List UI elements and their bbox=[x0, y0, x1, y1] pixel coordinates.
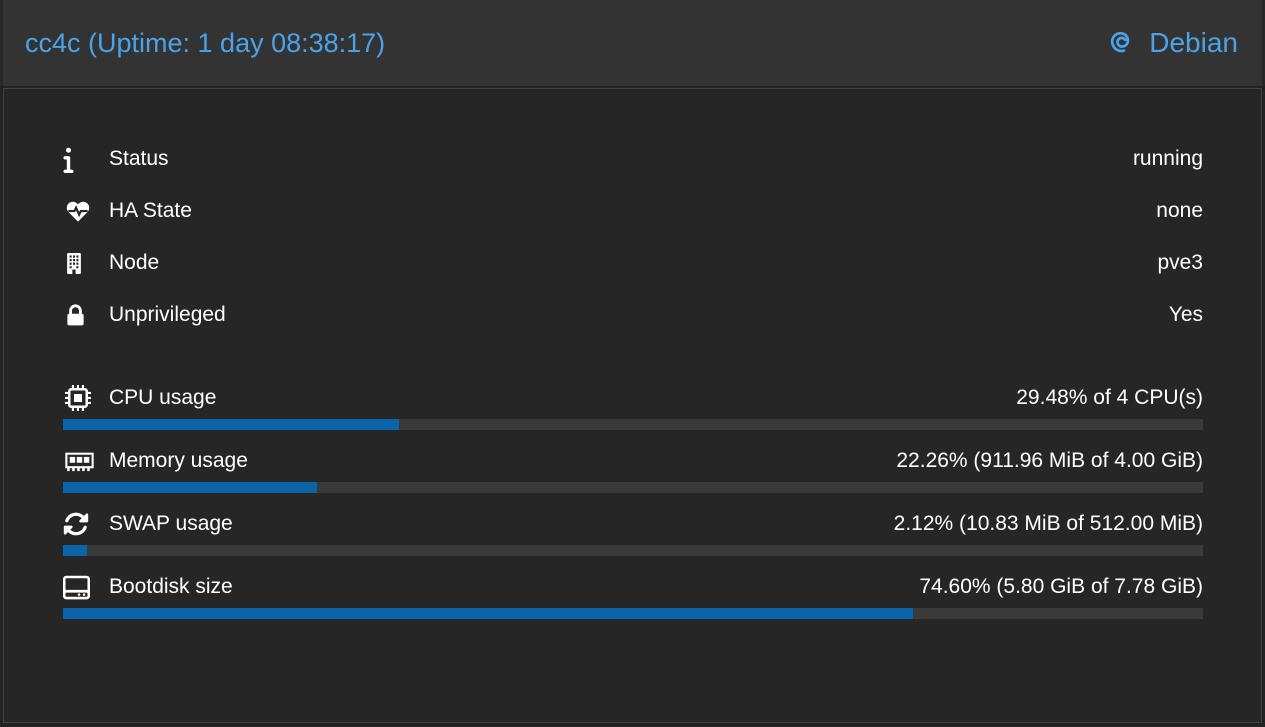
row-value: 29.48% of 4 CPU(s) bbox=[1016, 386, 1203, 409]
progress-bar-fill bbox=[63, 419, 400, 430]
status-row: Status running bbox=[63, 133, 1203, 185]
info-icon bbox=[63, 146, 109, 173]
progress-bar bbox=[63, 608, 1203, 619]
lock-icon bbox=[63, 302, 109, 329]
usage-row: CPU usage 29.48% of 4 CPU(s) bbox=[63, 377, 1203, 430]
memory-icon bbox=[63, 449, 109, 474]
progress-bar bbox=[63, 545, 1203, 556]
progress-bar-fill bbox=[63, 545, 88, 556]
heartbeat-icon bbox=[63, 198, 109, 225]
progress-bar bbox=[63, 482, 1203, 493]
progress-bar-fill bbox=[63, 608, 914, 619]
row-label: SWAP usage bbox=[109, 512, 233, 535]
row-value: Yes bbox=[1168, 303, 1203, 326]
row-label: CPU usage bbox=[109, 386, 217, 409]
row-value: none bbox=[1156, 199, 1203, 222]
row-label: Node bbox=[109, 251, 160, 274]
progress-bar-fill bbox=[63, 482, 317, 493]
row-value: 74.60% (5.80 GiB of 7.78 GiB) bbox=[919, 575, 1203, 598]
status-row: HA State none bbox=[63, 185, 1203, 237]
row-value: pve3 bbox=[1157, 251, 1203, 274]
row-label: Unprivileged bbox=[109, 303, 226, 326]
page-title: cc4c (Uptime: 1 day 08:38:17) bbox=[25, 27, 386, 58]
row-value: 22.26% (911.96 MiB of 4.00 GiB) bbox=[896, 449, 1203, 472]
swap-icon bbox=[63, 511, 109, 537]
row-label: Status bbox=[109, 147, 169, 170]
row-value: running bbox=[1132, 147, 1203, 170]
progress-bar bbox=[63, 419, 1203, 430]
os-label: Debian bbox=[1149, 27, 1238, 58]
panel-header: cc4c (Uptime: 1 day 08:38:17) Debian bbox=[0, 0, 1265, 86]
row-label: Bootdisk size bbox=[109, 575, 233, 598]
disk-icon bbox=[63, 574, 109, 601]
info-rows: Status running HA State none Node pve3 U… bbox=[63, 133, 1203, 341]
status-panel: Status running HA State none Node pve3 U… bbox=[3, 88, 1262, 723]
row-label: HA State bbox=[109, 199, 192, 222]
row-label: Memory usage bbox=[109, 449, 248, 472]
usage-rows: CPU usage 29.48% of 4 CPU(s) Memory usag… bbox=[63, 377, 1203, 619]
os-badge: Debian bbox=[1103, 25, 1238, 61]
status-row: Node pve3 bbox=[63, 237, 1203, 289]
usage-row: Memory usage 22.26% (911.96 MiB of 4.00 … bbox=[63, 440, 1203, 493]
debian-logo-icon bbox=[1103, 25, 1139, 61]
building-icon bbox=[63, 249, 109, 278]
status-row: Unprivileged Yes bbox=[63, 289, 1203, 341]
usage-row: SWAP usage 2.12% (10.83 MiB of 512.00 Mi… bbox=[63, 503, 1203, 556]
usage-row: Bootdisk size 74.60% (5.80 GiB of 7.78 G… bbox=[63, 566, 1203, 619]
cpu-icon bbox=[63, 383, 109, 413]
row-value: 2.12% (10.83 MiB of 512.00 MiB) bbox=[893, 512, 1203, 535]
